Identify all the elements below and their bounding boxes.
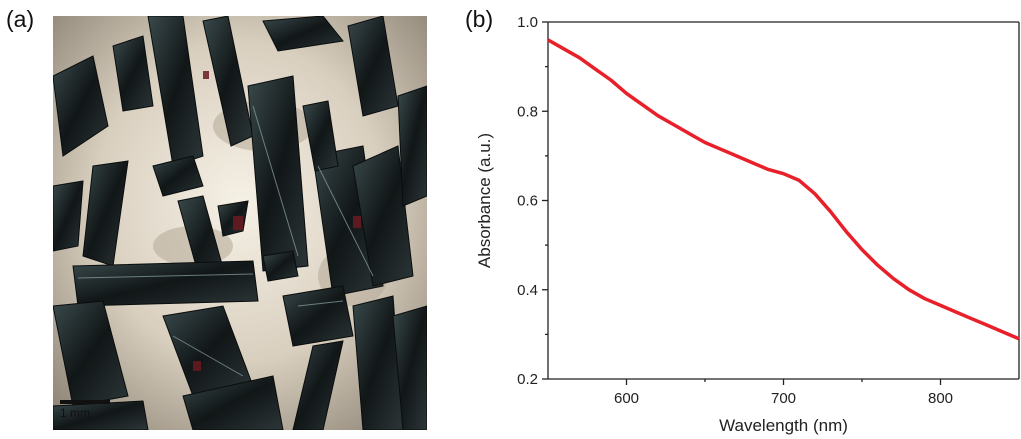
absorbance-chart: 0.2 0.4 0.6 0.8 1.0 600 700 800 Wavelength (nm)… bbox=[475, 14, 1020, 435]
y-tick-label: 1.0 bbox=[517, 14, 538, 31]
panel-label-b: (b) bbox=[465, 6, 494, 32]
chart-ticks: 0.2 0.4 0.6 0.8 1.0 600 700 800 bbox=[517, 14, 953, 407]
x-axis-title: Wavelength (nm) bbox=[719, 416, 848, 435]
scale-bar: 1 mm bbox=[60, 400, 116, 420]
y-tick-label: 0.6 bbox=[517, 193, 538, 210]
y-tick-label: 0.2 bbox=[517, 371, 538, 388]
crystal-micrograph: 1 mm bbox=[53, 16, 427, 430]
x-tick-label: 700 bbox=[771, 390, 796, 407]
scale-bar-label: 1 mm bbox=[60, 406, 90, 420]
y-tick-label: 0.8 bbox=[517, 103, 538, 120]
x-tick-label: 800 bbox=[928, 390, 953, 407]
scale-bar-line bbox=[60, 400, 110, 404]
y-tick-label: 0.4 bbox=[517, 282, 538, 299]
x-tick-label: 600 bbox=[614, 390, 639, 407]
chart-axes bbox=[547, 21, 1020, 380]
y-axis-title: Absorbance (a.u.) bbox=[475, 133, 494, 268]
panel-label-a: (a) bbox=[6, 6, 35, 32]
micrograph-image bbox=[53, 16, 427, 430]
absorbance-curve bbox=[547, 38, 1020, 341]
